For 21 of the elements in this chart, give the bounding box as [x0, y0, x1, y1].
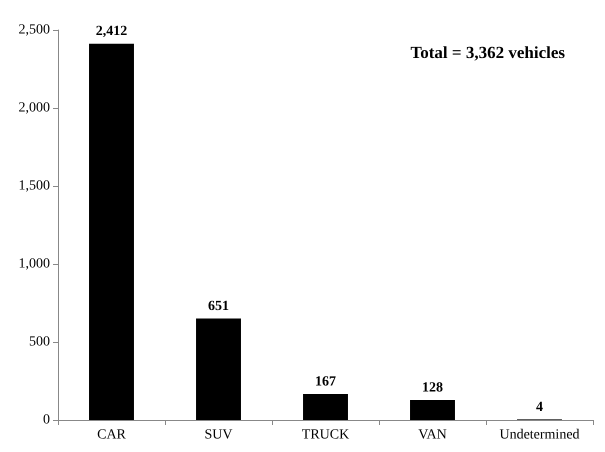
y-tick-label: 500: [29, 334, 50, 350]
x-tick-label: Undetermined: [499, 428, 580, 442]
x-tick-label: CAR: [97, 428, 127, 442]
bar: [89, 44, 134, 420]
bar: [410, 400, 455, 420]
bar: [196, 318, 241, 420]
bar: [303, 394, 348, 420]
y-tick-label: 2,500: [18, 22, 50, 38]
y-tick-label: 0: [43, 412, 50, 428]
y-tick-label: 1,000: [18, 256, 50, 272]
annotation: Total = 3,362 vehicles: [410, 43, 566, 62]
x-tick-label: TRUCK: [302, 428, 350, 442]
y-tick-label: 2,000: [18, 100, 50, 116]
y-tick-label: 1,500: [18, 178, 50, 194]
data-label: 167: [315, 374, 336, 390]
data-label: 651: [208, 298, 229, 314]
x-tick-label: VAN: [418, 428, 447, 442]
data-label: 4: [536, 400, 543, 415]
x-tick-label: SUV: [204, 428, 233, 442]
data-label: 128: [422, 380, 443, 396]
data-label: 2,412: [96, 24, 128, 40]
